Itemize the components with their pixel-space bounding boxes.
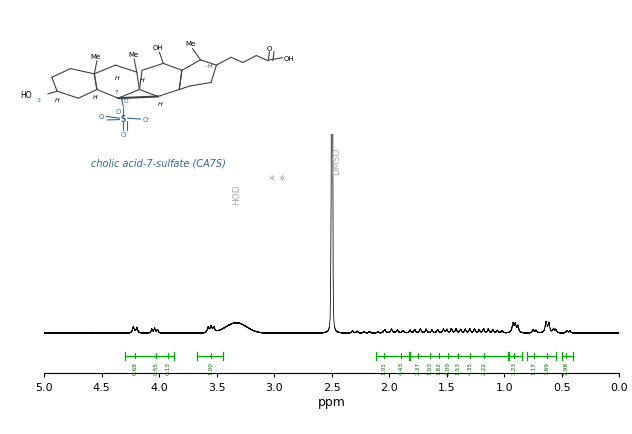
Text: OH: OH xyxy=(153,45,163,51)
Text: 1.00: 1.00 xyxy=(209,361,214,374)
Text: 4.35: 4.35 xyxy=(467,361,472,374)
Text: Me: Me xyxy=(90,54,100,60)
Text: 1.82: 1.82 xyxy=(436,361,441,374)
Text: 3.00: 3.00 xyxy=(446,361,451,374)
Text: S: S xyxy=(121,115,126,123)
Text: 1.03: 1.03 xyxy=(427,361,432,374)
Text: H: H xyxy=(140,77,145,82)
Text: * *: * * xyxy=(269,174,286,187)
X-axis label: ppm: ppm xyxy=(318,395,346,408)
Text: Me: Me xyxy=(185,41,195,47)
Text: cholic acid-7-sulfate (CA7S): cholic acid-7-sulfate (CA7S) xyxy=(90,158,226,168)
Text: 3.69: 3.69 xyxy=(544,361,549,374)
Text: 2.98: 2.98 xyxy=(564,361,569,374)
Text: Me: Me xyxy=(128,52,138,58)
Text: H: H xyxy=(158,102,163,106)
Text: ··H: ··H xyxy=(204,63,213,68)
Text: 2.37: 2.37 xyxy=(416,361,420,374)
Text: 4.43: 4.43 xyxy=(398,361,403,374)
Text: 7: 7 xyxy=(114,90,118,95)
Text: H: H xyxy=(114,76,119,81)
Text: H: H xyxy=(94,95,98,99)
Text: O: O xyxy=(116,108,121,115)
Text: O⁻: O⁻ xyxy=(143,117,152,123)
Text: 1.01: 1.01 xyxy=(381,361,386,374)
Text: OH: OH xyxy=(284,56,295,62)
Text: HOD: HOD xyxy=(232,184,241,204)
Text: O: O xyxy=(267,46,272,52)
Text: 1.53: 1.53 xyxy=(456,361,461,374)
Text: O: O xyxy=(99,114,104,120)
Text: O: O xyxy=(121,132,126,138)
Text: 0.13: 0.13 xyxy=(166,361,171,374)
Text: H: H xyxy=(55,98,59,103)
Text: 1.17: 1.17 xyxy=(532,361,537,374)
Text: ·3: ·3 xyxy=(35,98,42,103)
Text: HO: HO xyxy=(20,91,32,100)
Text: DMSO: DMSO xyxy=(332,147,342,174)
Text: 2.22: 2.22 xyxy=(481,361,486,374)
Text: 0.68: 0.68 xyxy=(133,361,138,374)
Text: ''O: ''O xyxy=(120,99,129,104)
Text: 3.23: 3.23 xyxy=(511,361,516,374)
Text: 0.55: 0.55 xyxy=(154,361,158,374)
